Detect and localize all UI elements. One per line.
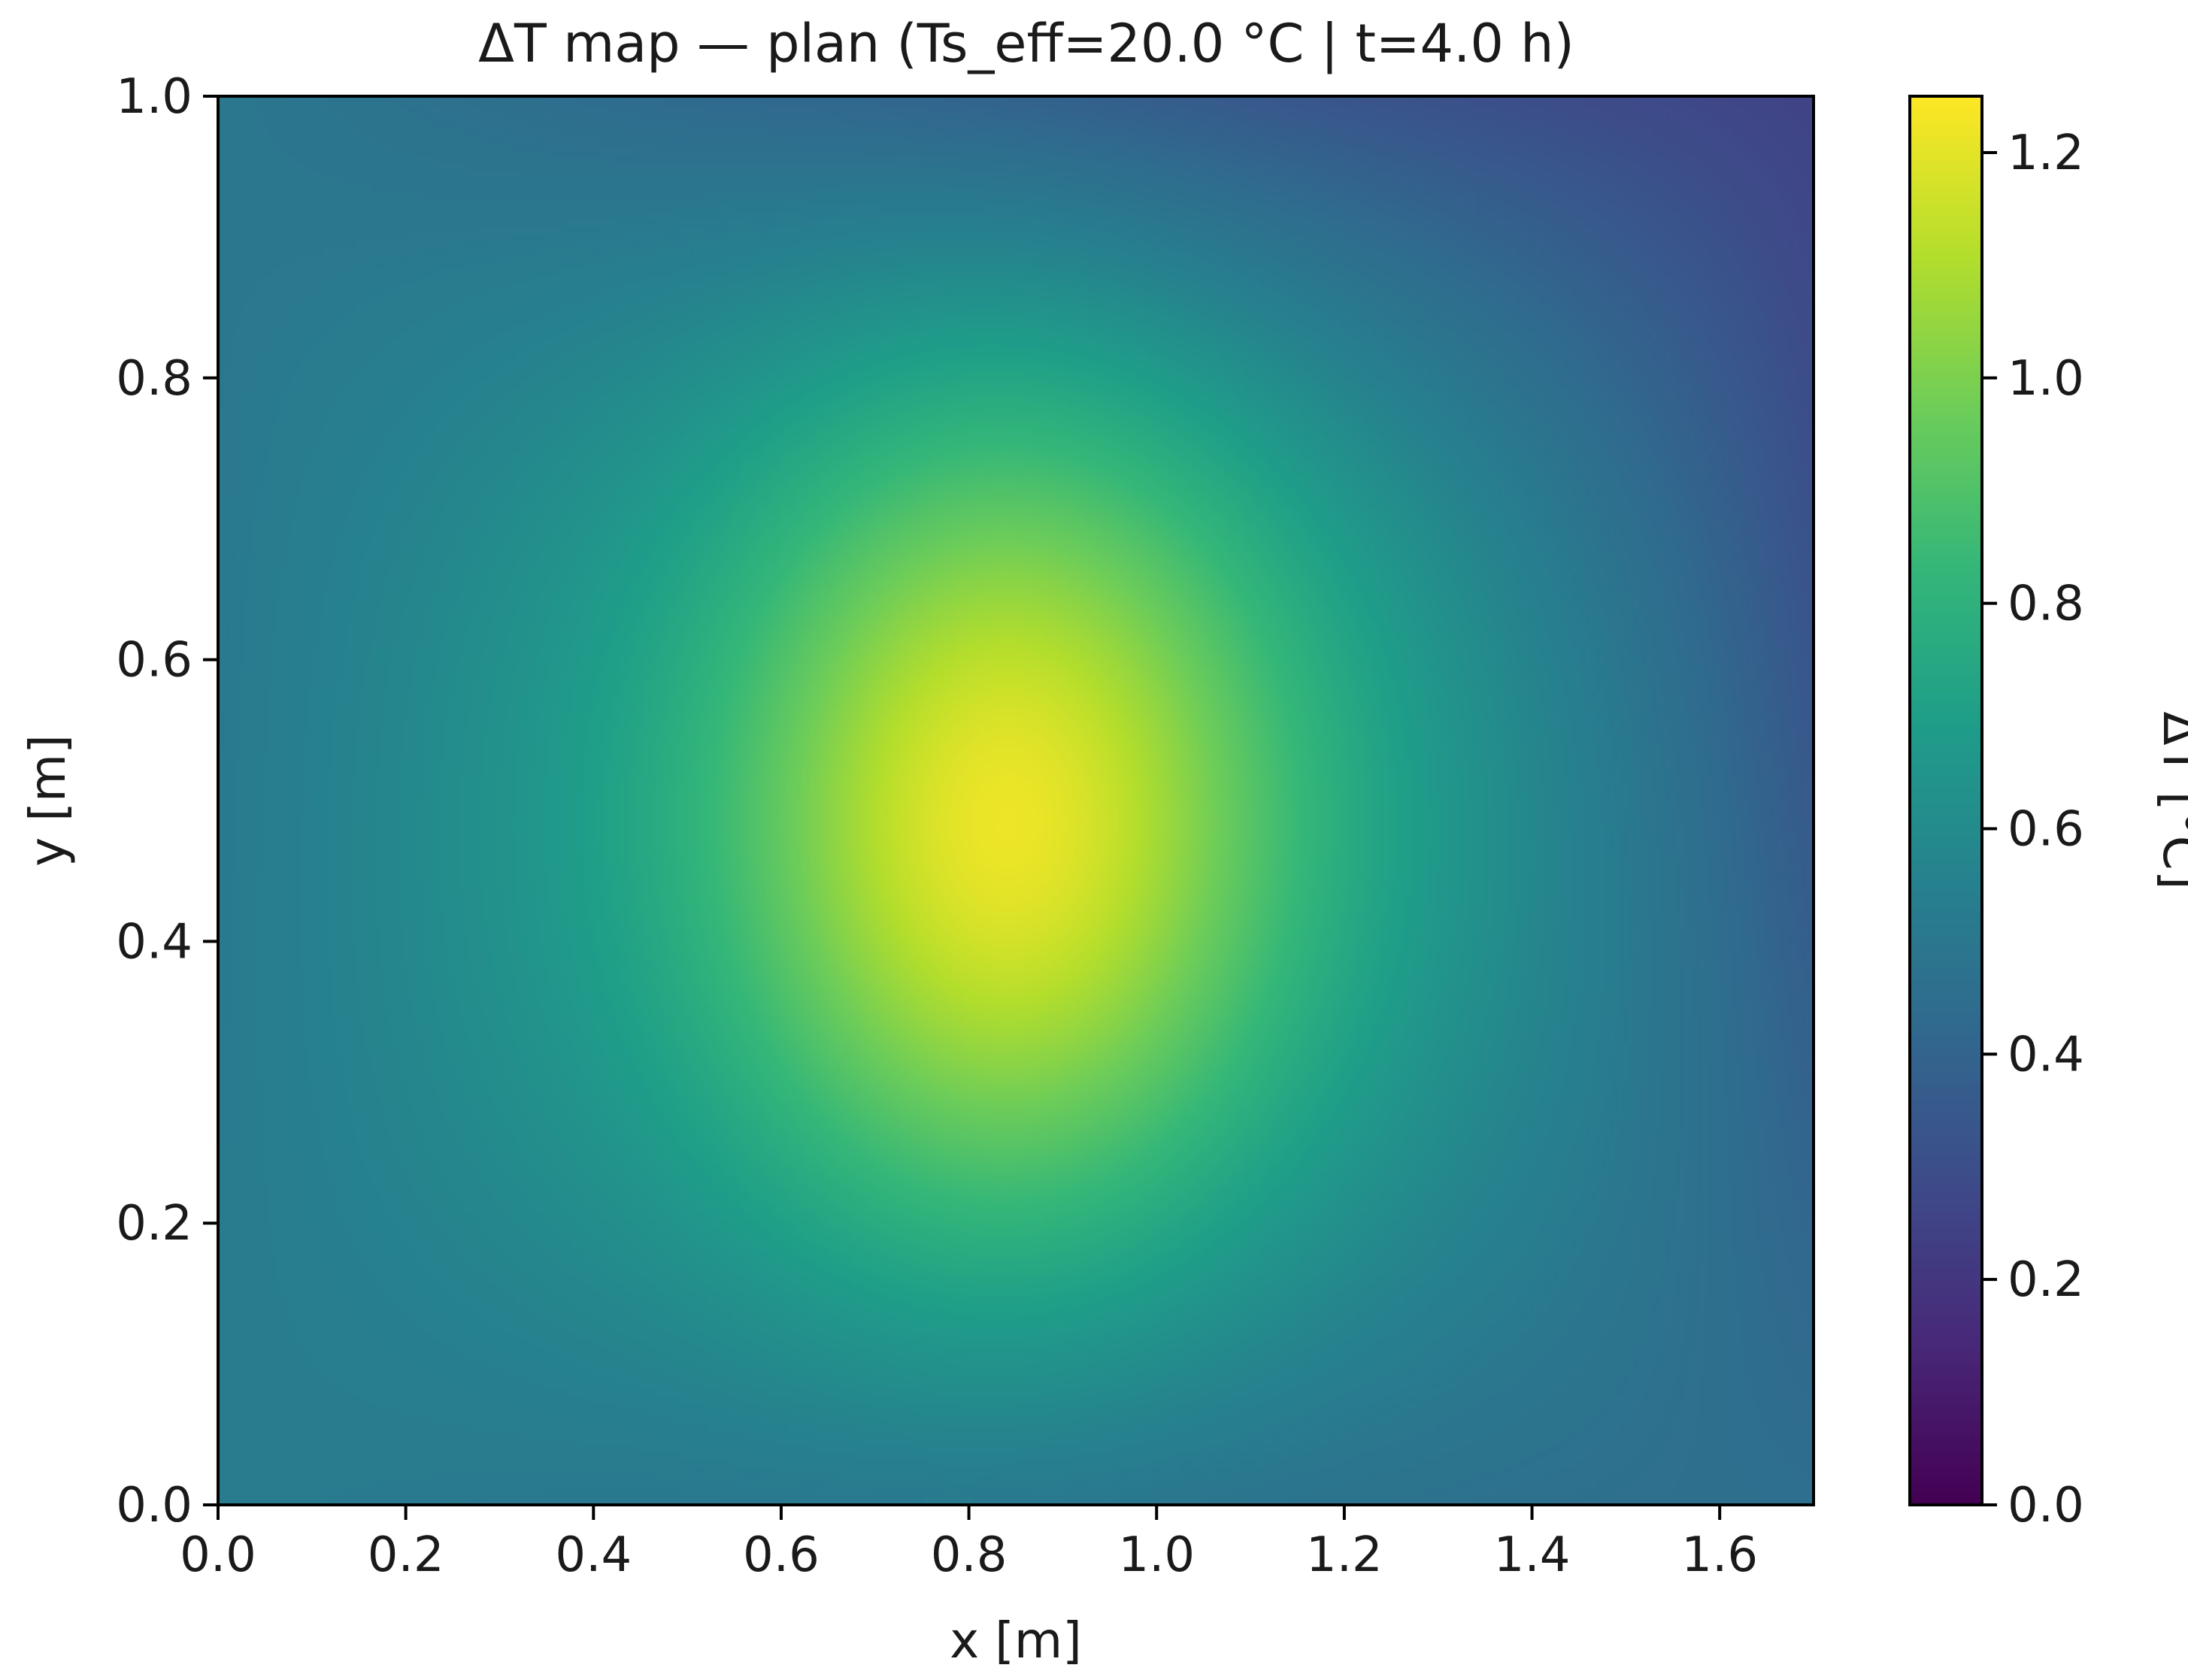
x-tick-label: 0.0 [180, 1527, 256, 1583]
colorbar-axis: 0.0 0.2 0.4 0.6 0.8 1.0 1.2 [1982, 126, 2084, 1533]
y-tick-label: 0.2 [116, 1196, 192, 1252]
colorbar-tick-label: 0.0 [2008, 1478, 2084, 1533]
colorbar-tick-label: 0.2 [2008, 1252, 2084, 1308]
colorbar: 0.0 0.2 0.4 0.6 0.8 1.0 1.2 ΔT [°C] [1908, 95, 2188, 1533]
x-tick-label: 1.4 [1494, 1527, 1571, 1583]
y-tick-label: 0.8 [116, 351, 192, 407]
x-tick-label: 1.6 [1681, 1527, 1758, 1583]
x-axis-label: x [m] [950, 1612, 1082, 1669]
x-tick-label: 0.4 [555, 1527, 632, 1583]
colorbar-tick-label: 1.2 [2008, 126, 2084, 181]
plot-frame [217, 95, 1815, 1506]
chart-title: ΔT map — plan (Ts_eff=20.0 °C | t=4.0 h) [478, 13, 1574, 74]
colorbar-tick-label: 0.8 [2008, 577, 2084, 632]
y-axis: 0.0 0.2 0.4 0.6 0.8 1.0 [116, 69, 218, 1533]
colorbar-label: ΔT [°C] [2152, 711, 2188, 889]
x-tick-label: 1.0 [1118, 1527, 1195, 1583]
heatmap-image [218, 96, 1814, 1505]
y-tick-label: 0.4 [116, 914, 192, 970]
x-tick-label: 0.6 [743, 1527, 820, 1583]
x-tick-label: 0.2 [368, 1527, 444, 1583]
plot-area [217, 95, 1815, 1506]
x-tick-label: 0.8 [931, 1527, 1008, 1583]
colorbar-tick-label: 1.0 [2008, 351, 2084, 407]
colorbar-frame [1908, 95, 1983, 1506]
x-tick-label: 1.2 [1306, 1527, 1383, 1583]
y-tick-label: 1.0 [116, 69, 192, 125]
colorbar-tick-label: 0.4 [2008, 1027, 2084, 1082]
colorbar-gradient [1910, 96, 1982, 1505]
y-tick-label: 0.6 [116, 633, 192, 689]
colorbar-tick-label: 0.6 [2008, 801, 2084, 857]
x-axis: 0.0 0.2 0.4 0.6 0.8 1.0 1.2 1.4 1.6 [180, 1505, 1758, 1583]
y-axis-label: y [m] [19, 734, 77, 867]
y-tick-label: 0.0 [116, 1478, 192, 1533]
